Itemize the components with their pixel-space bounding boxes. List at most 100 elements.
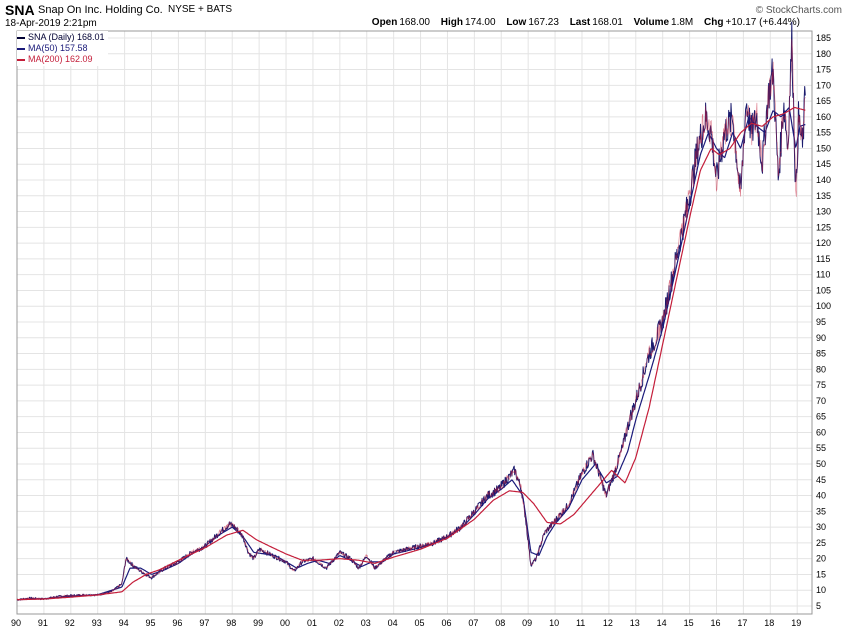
y-tick-label: 135	[816, 191, 831, 201]
chart-grid	[16, 31, 812, 614]
low-value: 167.23	[528, 17, 559, 28]
y-tick-label: 120	[816, 238, 831, 248]
company-name: Snap On Inc. Holding Co.	[38, 4, 163, 16]
x-tick-label: 06	[441, 618, 451, 628]
chart-series	[16, 21, 806, 601]
high-value: 174.00	[464, 17, 496, 28]
y-tick-label: 160	[816, 112, 831, 122]
x-tick-label: 04	[388, 618, 398, 628]
x-tick-label: 93	[92, 618, 102, 628]
x-tick-label: 91	[38, 618, 48, 628]
y-tick-label: 115	[816, 254, 830, 264]
y-tick-label: 145	[816, 159, 831, 169]
price-tint-line	[16, 39, 806, 601]
x-tick-label: 07	[468, 618, 478, 628]
x-tick-label: 05	[415, 618, 425, 628]
y-tick-label: 35	[816, 506, 826, 516]
y-tick-label: 150	[816, 143, 831, 153]
x-tick-label: 18	[764, 618, 774, 628]
x-tick-label: 10	[549, 618, 559, 628]
chart-header: SNA Snap On Inc. Holding Co. NYSE + BATS…	[0, 0, 850, 30]
legend-item-ma50: MA(50) 157.58	[17, 43, 105, 54]
y-tick-label: 75	[816, 380, 826, 390]
ticker-symbol: SNA	[5, 2, 35, 18]
chg-label: Chg	[704, 17, 724, 28]
y-tick-label: 70	[816, 396, 826, 406]
legend-swatch-price	[17, 36, 25, 39]
volume-label: Volume	[633, 17, 670, 28]
y-tick-label: 50	[816, 459, 826, 469]
legend-label-ma200: MA(200) 162.09	[28, 54, 93, 64]
chg-value: +10.17 (+6.44%)	[725, 17, 801, 28]
y-tick-label: 55	[816, 443, 826, 453]
y-tick-label: 175	[816, 65, 831, 75]
x-tick-label: 13	[630, 618, 640, 628]
ma200-series-line	[17, 106, 806, 601]
x-tick-label: 15	[684, 618, 694, 628]
x-axis: 90 91 92 93 94 95 96 97 98 99 00 01 02 03 04 05 06 07 08 09…	[11, 618, 801, 628]
y-tick-label: 100	[816, 301, 831, 311]
x-tick-label: 08	[495, 618, 505, 628]
ma50-series-line	[17, 107, 806, 601]
x-tick-label: 03	[361, 618, 371, 628]
x-tick-label: 12	[603, 618, 613, 628]
y-tick-label: 140	[816, 175, 831, 185]
y-tick-label: 110	[816, 270, 830, 280]
x-tick-label: 92	[65, 618, 75, 628]
y-tick-label: 85	[816, 349, 826, 359]
y-tick-label: 65	[816, 412, 826, 422]
legend-label-ma50: MA(50) 157.58	[28, 43, 88, 53]
x-tick-label: 09	[522, 618, 532, 628]
y-tick-label: 130	[816, 207, 831, 217]
legend-item-ma200: MA(200) 162.09	[17, 54, 105, 65]
x-tick-label: 17	[737, 618, 747, 628]
y-tick-label: 25	[816, 538, 826, 548]
x-tick-label: 96	[172, 618, 182, 628]
y-tick-label: 40	[816, 491, 826, 501]
y-tick-label: 10	[816, 585, 826, 595]
y-tick-label: 60	[816, 427, 826, 437]
x-tick-label: 99	[253, 618, 263, 628]
legend-swatch-ma200	[17, 58, 25, 61]
y-tick-label: 30	[816, 522, 826, 532]
price-series-line	[16, 21, 806, 601]
x-tick-label: 14	[657, 618, 667, 628]
x-tick-label: 00	[280, 618, 290, 628]
x-tick-label: 19	[791, 618, 801, 628]
y-tick-label: 165	[816, 96, 831, 106]
open-value: 168.00	[399, 17, 430, 28]
x-tick-label: 01	[307, 618, 317, 628]
brand-label: © StockCharts.com	[755, 5, 842, 16]
x-tick-label: 11	[576, 618, 585, 628]
plot-frame	[16, 30, 813, 615]
x-tick-label: 90	[11, 618, 21, 628]
y-tick-label: 155	[816, 128, 831, 138]
y-tick-label: 95	[816, 317, 826, 327]
y-tick-label: 180	[816, 49, 831, 59]
volume-value: 1.8M	[671, 17, 694, 28]
quote-stats: Open 168.00 High 174.00 Low 167.23 Last 168.…	[364, 17, 800, 28]
y-tick-label: 20	[816, 554, 826, 564]
last-label: Last	[569, 17, 591, 28]
y-tick-label: 105	[816, 285, 831, 295]
y-tick-label: 80	[816, 364, 826, 374]
legend-swatch-ma50	[17, 47, 25, 50]
x-tick-label: 97	[199, 618, 209, 628]
x-tick-label: 95	[146, 618, 156, 628]
open-label: Open	[371, 17, 398, 28]
y-tick-label: 185	[816, 33, 831, 43]
x-tick-label: 16	[710, 618, 720, 628]
y-tick-label: 125	[816, 222, 831, 232]
exchange-label: NYSE + BATS	[168, 4, 233, 15]
legend-label-price: SNA (Daily) 168.01	[28, 32, 105, 42]
x-tick-label: 94	[119, 618, 129, 628]
chart-legend: SNA (Daily) 168.01 MA(50) 157.58 MA(200)…	[17, 31, 108, 66]
x-tick-label: 02	[334, 618, 344, 628]
last-value: 168.01	[592, 17, 623, 28]
x-tick-label: 98	[226, 618, 236, 628]
y-tick-label: 170	[816, 80, 831, 90]
y-axis: 5 10 15 20 25 30 35 40 45 50 55 60 65 70 75 80 85 90 95 100…	[816, 33, 831, 611]
high-label: High	[440, 17, 463, 28]
y-tick-label: 15	[816, 569, 826, 579]
